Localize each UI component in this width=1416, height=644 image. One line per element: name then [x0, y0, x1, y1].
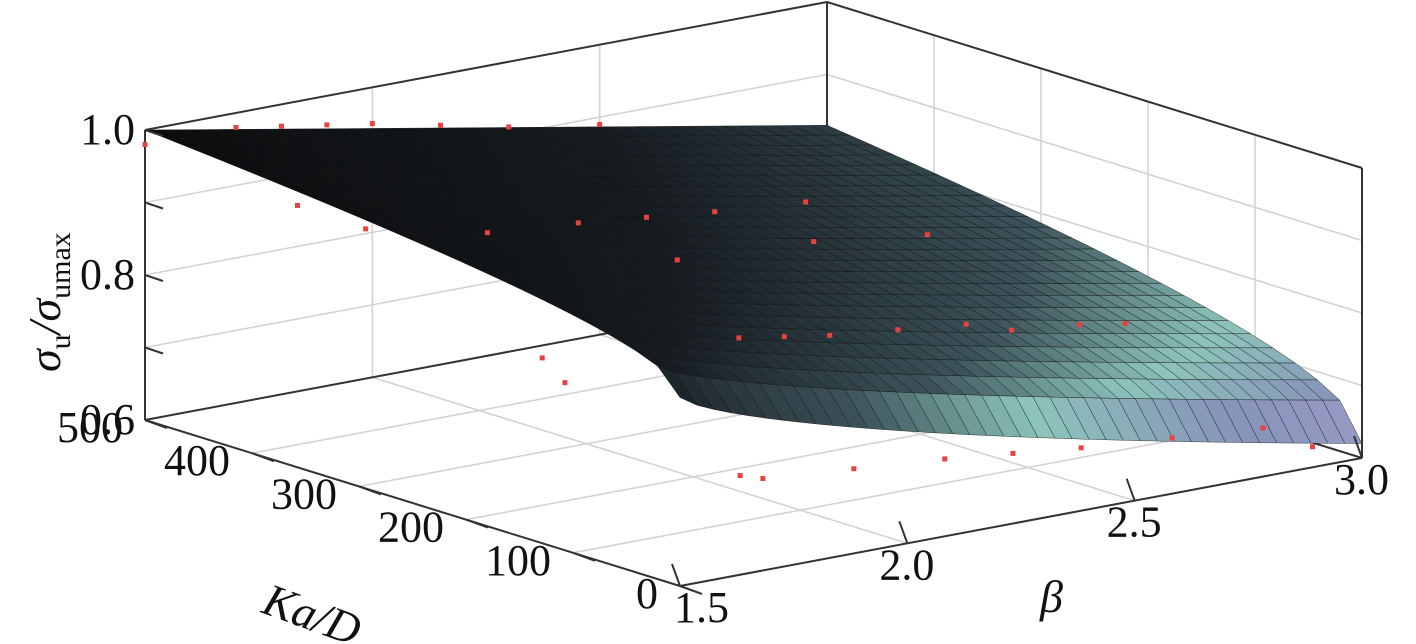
- x-tick-label: 2.5: [1107, 498, 1162, 547]
- y-tick: [358, 485, 382, 496]
- z-tick: [144, 346, 164, 355]
- y-tick-label: 500: [57, 403, 123, 452]
- z-axis-title-slash: /: [19, 317, 70, 337]
- box-edge-front-x: [679, 457, 1363, 587]
- x-tick: [898, 520, 909, 544]
- scatter-point: [674, 257, 680, 263]
- scatter-point: [712, 209, 718, 215]
- grid-line-side-z: [826, 73, 1363, 242]
- y-axis-title: Ka/D: [256, 573, 368, 644]
- z-tick: [144, 129, 164, 137]
- grid-line-floor-beta: [372, 376, 908, 545]
- x-axis-title: β: [1039, 571, 1063, 622]
- scatter-point: [942, 456, 948, 462]
- scatter-points: [142, 121, 1316, 482]
- scatter-point: [575, 220, 581, 226]
- y-tick: [465, 518, 489, 529]
- scatter-point: [760, 476, 766, 482]
- scatter-point: [1169, 435, 1175, 441]
- scatter-point: [644, 214, 649, 220]
- scatter-point: [737, 473, 743, 479]
- tick-marks: [144, 129, 1363, 595]
- scatter-point: [233, 124, 239, 130]
- y-tick: [572, 551, 596, 562]
- scatter-point: [1260, 425, 1266, 431]
- grid-line-floor-ka: [572, 424, 1256, 554]
- box-edge-top-side: [826, 1, 1363, 169]
- scatter-point: [539, 355, 545, 361]
- z-axis-title-symbol: σ: [19, 347, 70, 372]
- scatter-point: [781, 334, 787, 340]
- scatter-point: [811, 239, 817, 245]
- z-tick-label: 1.0: [80, 105, 135, 154]
- scatter-point: [294, 202, 300, 208]
- z-tick: [144, 419, 164, 427]
- box-edge-top-back: [144, 1, 828, 131]
- x-tick-label: 1.5: [674, 583, 729, 632]
- x-tick: [1125, 478, 1136, 502]
- y-tick-label: 300: [271, 469, 337, 518]
- z-axis-title-sub1: u: [44, 334, 77, 349]
- z-axis-title: σu/σumax: [19, 232, 77, 372]
- z-axis-title-symbol-2: σ: [19, 297, 70, 322]
- scatter-point: [363, 226, 369, 232]
- scatter-point: [142, 142, 148, 147]
- scatter-point: [736, 335, 742, 341]
- scatter-point: [827, 332, 833, 338]
- scatter-point: [803, 199, 809, 205]
- z-tick-label: 0.6: [80, 395, 135, 444]
- scatter-point: [1009, 327, 1015, 333]
- x-tick-label: 3.0: [1334, 455, 1389, 504]
- scatter-point: [924, 232, 930, 238]
- scatter-point: [1122, 320, 1128, 326]
- z-tick: [144, 274, 164, 282]
- scatter-point: [1077, 322, 1083, 328]
- x-tick-label: 2.0: [879, 540, 934, 589]
- scatter-point: [597, 121, 603, 127]
- z-axis-title-sub2: umax: [44, 232, 77, 299]
- y-tick-label: 100: [485, 536, 551, 585]
- scatter-point: [963, 321, 969, 327]
- x-tick: [1353, 435, 1363, 459]
- scatter-point: [278, 123, 284, 129]
- y-tick-label: 200: [378, 503, 444, 552]
- scatter-point: [851, 466, 857, 472]
- y-tick: [679, 585, 703, 595]
- y-tick: [251, 452, 275, 463]
- scatter-point: [1310, 444, 1316, 450]
- z-tick-label: 0.8: [80, 250, 135, 299]
- y-tick-label: 400: [164, 436, 230, 485]
- scatter-point: [1078, 445, 1084, 451]
- scatter-point: [369, 121, 375, 127]
- y-tick-label: 0: [636, 569, 658, 618]
- scatter-point: [1010, 450, 1016, 456]
- scatter-point: [324, 122, 330, 128]
- scatter-point: [562, 380, 568, 386]
- x-tick: [671, 563, 681, 587]
- svg-text:σu/σumax: σu/σumax: [19, 232, 77, 372]
- scatter-point: [484, 230, 490, 236]
- scatter-point: [438, 122, 444, 128]
- scatter-point: [895, 327, 901, 333]
- z-tick: [144, 201, 164, 210]
- scatter-point: [506, 124, 512, 130]
- surface-mesh: [144, 125, 1363, 444]
